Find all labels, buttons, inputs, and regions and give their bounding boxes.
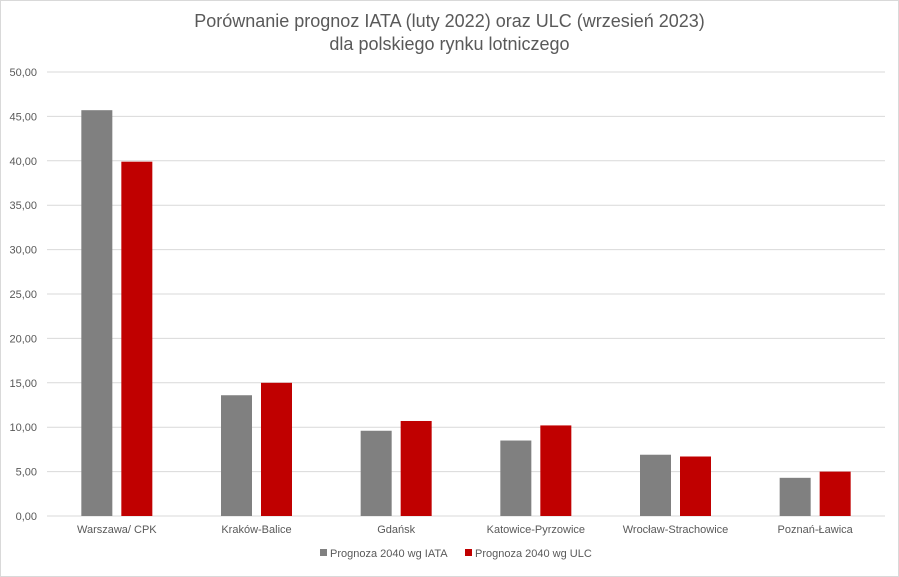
y-tick-label: 30,00 [9,245,37,257]
bar-ulc [261,382,292,516]
bar-ulc [400,420,432,516]
bar-iata [360,430,392,516]
x-category-label: Warszawa/ CPK [77,524,157,536]
y-tick-label: 40,00 [9,156,37,168]
bar-iata [779,477,811,516]
bar-ulc [819,471,851,516]
legend-swatch [320,549,327,556]
x-category-label: Poznań-Ławica [778,524,854,536]
bar-iata [500,440,532,516]
chart-subtitle: dla polskiego rynku lotniczego [329,34,570,54]
x-category-label: Katowice-Pyrzowice [487,524,585,536]
y-tick-label: 5,00 [16,467,37,479]
y-tick-label: 20,00 [9,333,37,345]
y-tick-label: 45,00 [9,111,37,123]
bar-iata [640,454,671,516]
bar-iata [81,110,113,517]
bar-ulc [540,425,572,516]
x-category-label: Kraków-Balice [221,524,291,536]
y-tick-label: 15,00 [9,378,37,390]
chart-title: Porównanie prognoz IATA (luty 2022) oraz… [194,11,705,31]
chart-title-block: Porównanie prognoz IATA (luty 2022) oraz… [0,10,899,56]
bar-ulc [680,456,711,516]
y-tick-label: 50,00 [9,67,37,79]
bar-iata [221,395,252,516]
legend-swatch [465,549,472,556]
legend-label: Prognoza 2040 wg IATA [330,548,448,560]
y-tick-label: 0,00 [16,511,37,523]
bar-ulc [121,161,153,517]
x-category-label: Gdańsk [377,524,415,536]
legend-label: Prognoza 2040 wg ULC [475,548,592,560]
y-tick-label: 35,00 [9,200,37,212]
y-tick-label: 10,00 [9,422,37,434]
x-category-label: Wrocław-Strachowice [623,524,729,536]
y-tick-label: 25,00 [9,289,37,301]
